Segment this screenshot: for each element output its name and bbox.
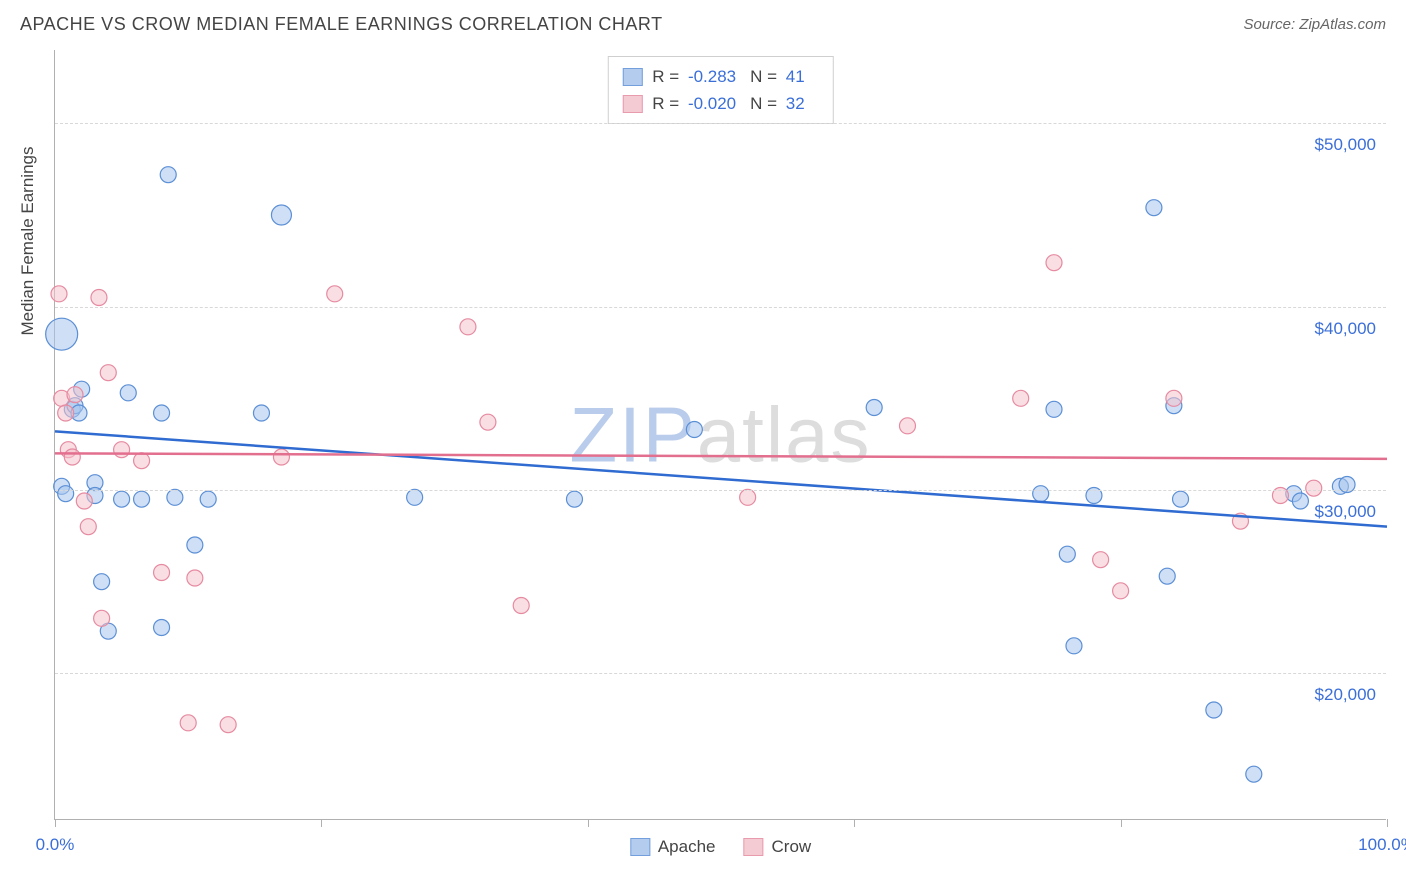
swatch-apache — [622, 68, 642, 86]
data-point — [160, 167, 176, 183]
chart-source: Source: ZipAtlas.com — [1243, 16, 1386, 33]
r-value-apache: -0.283 — [688, 67, 736, 86]
xtick — [854, 819, 855, 827]
ytick-label: $40,000 — [1315, 319, 1376, 339]
data-point — [1206, 702, 1222, 718]
data-point — [273, 449, 289, 465]
data-point — [1306, 480, 1322, 496]
data-point — [1113, 583, 1129, 599]
legend-row-apache: R = -0.283N = 41 — [622, 63, 818, 90]
scatter-svg — [55, 50, 1386, 819]
data-point — [91, 290, 107, 306]
data-point — [480, 414, 496, 430]
xtick-label: 100.0% — [1358, 835, 1406, 855]
r-value-crow: -0.020 — [688, 94, 736, 113]
trend-line — [55, 431, 1387, 526]
xtick — [1387, 819, 1388, 827]
xtick — [321, 819, 322, 827]
gridline — [55, 123, 1386, 124]
data-point — [64, 449, 80, 465]
data-point — [271, 205, 291, 225]
data-point — [220, 717, 236, 733]
data-point — [686, 422, 702, 438]
data-point — [899, 418, 915, 434]
swatch-apache-b — [630, 838, 650, 856]
data-point — [167, 489, 183, 505]
data-point — [154, 565, 170, 581]
xtick — [588, 819, 589, 827]
data-point — [100, 365, 116, 381]
data-point — [1146, 200, 1162, 216]
xtick — [1121, 819, 1122, 827]
data-point — [460, 319, 476, 335]
series-legend: Apache Crow — [630, 837, 811, 857]
data-point — [513, 598, 529, 614]
data-point — [187, 537, 203, 553]
data-point — [1046, 401, 1062, 417]
swatch-crow-b — [744, 838, 764, 856]
data-point — [94, 574, 110, 590]
data-point — [114, 442, 130, 458]
data-point — [1246, 766, 1262, 782]
gridline — [55, 673, 1386, 674]
data-point — [154, 620, 170, 636]
data-point — [51, 286, 67, 302]
data-point — [1013, 390, 1029, 406]
data-point — [566, 491, 582, 507]
r-label-apache: R = -0.283N = 41 — [652, 63, 818, 90]
data-point — [187, 570, 203, 586]
data-point — [114, 491, 130, 507]
data-point — [1033, 486, 1049, 502]
correlation-legend: R = -0.283N = 41 R = -0.020N = 32 — [607, 56, 833, 124]
gridline — [55, 307, 1386, 308]
r-label-crow: R = -0.020N = 32 — [652, 90, 818, 117]
data-point — [200, 491, 216, 507]
y-axis-title: Median Female Earnings — [18, 147, 38, 336]
legend-item-crow: Crow — [744, 837, 812, 857]
data-point — [134, 453, 150, 469]
trend-line — [55, 453, 1387, 459]
gridline — [55, 490, 1386, 491]
xtick — [55, 819, 56, 827]
data-point — [1173, 491, 1189, 507]
data-point — [1159, 568, 1175, 584]
chart-title: APACHE VS CROW MEDIAN FEMALE EARNINGS CO… — [20, 14, 663, 35]
data-point — [1059, 546, 1075, 562]
data-point — [120, 385, 136, 401]
data-point — [1093, 552, 1109, 568]
data-point — [866, 400, 882, 416]
legend-label-apache: Apache — [658, 837, 716, 857]
data-point — [76, 493, 92, 509]
swatch-crow — [622, 95, 642, 113]
data-point — [327, 286, 343, 302]
ytick-label: $50,000 — [1315, 135, 1376, 155]
plot-area: ZIPatlas R = -0.283N = 41 R = -0.020N = … — [54, 50, 1386, 820]
xtick-label: 0.0% — [36, 835, 75, 855]
data-point — [1166, 390, 1182, 406]
data-point — [134, 491, 150, 507]
n-value-apache: 41 — [786, 67, 805, 86]
ytick-label: $30,000 — [1315, 502, 1376, 522]
data-point — [253, 405, 269, 421]
data-point — [1046, 255, 1062, 271]
data-point — [94, 610, 110, 626]
chart-header: APACHE VS CROW MEDIAN FEMALE EARNINGS CO… — [0, 0, 1406, 45]
data-point — [67, 387, 83, 403]
legend-row-crow: R = -0.020N = 32 — [622, 90, 818, 117]
data-point — [740, 489, 756, 505]
ytick-label: $20,000 — [1315, 685, 1376, 705]
data-point — [46, 318, 78, 350]
data-point — [180, 715, 196, 731]
data-point — [58, 405, 74, 421]
data-point — [154, 405, 170, 421]
legend-label-crow: Crow — [772, 837, 812, 857]
data-point — [1292, 493, 1308, 509]
data-point — [1066, 638, 1082, 654]
legend-item-apache: Apache — [630, 837, 716, 857]
data-point — [407, 489, 423, 505]
data-point — [58, 486, 74, 502]
data-point — [80, 519, 96, 535]
n-value-crow: 32 — [786, 94, 805, 113]
